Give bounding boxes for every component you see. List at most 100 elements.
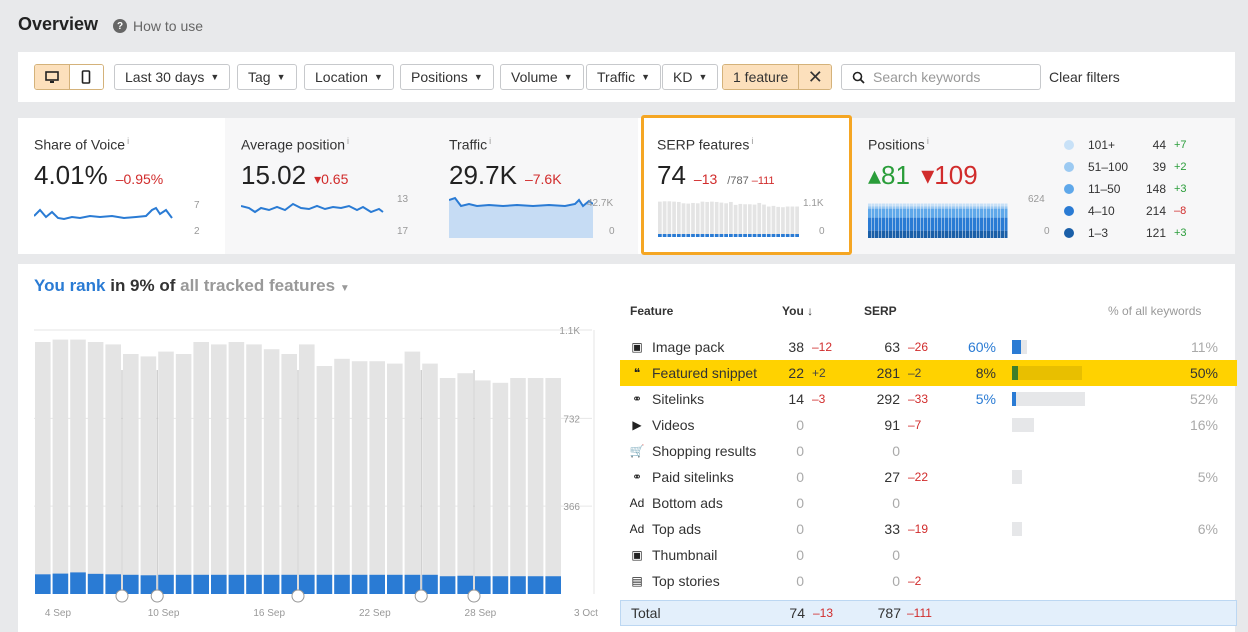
serp-total-bar[interactable] <box>334 358 350 594</box>
feature-filter-button[interactable]: 1 feature <box>723 65 800 89</box>
you-rank-bar[interactable] <box>211 574 227 594</box>
serp-total-bar[interactable] <box>193 342 209 594</box>
serp-total-bar[interactable] <box>246 344 262 594</box>
you-rank-bar[interactable] <box>422 574 438 594</box>
serp-total-bar[interactable] <box>316 366 333 594</box>
annotation-gear-icon[interactable] <box>467 589 481 603</box>
positions-legend-item[interactable]: 4–10 214 –8 <box>1064 204 1186 218</box>
serp-total-bar[interactable] <box>527 378 544 594</box>
serp-total-bar[interactable] <box>263 349 280 594</box>
you-rank-bar[interactable] <box>527 576 544 594</box>
serp-total-bar[interactable] <box>404 351 421 594</box>
positions-legend-item[interactable]: 101+ 44 +7 <box>1064 138 1187 152</box>
location-dropdown[interactable]: Location ▼ <box>304 64 394 90</box>
you-rank-bar[interactable] <box>281 574 297 594</box>
mobile-button[interactable] <box>68 65 103 89</box>
serp-total-bar[interactable] <box>123 354 139 594</box>
serp-total-bar[interactable] <box>175 354 192 594</box>
serp-total-bar[interactable] <box>545 378 561 594</box>
serp-total-bar[interactable] <box>510 378 526 594</box>
you-rank-bar[interactable] <box>387 574 403 594</box>
you-rank-bar[interactable] <box>123 574 139 594</box>
pct-column-header[interactable]: % of all keywords <box>1108 304 1202 318</box>
date-range-dropdown[interactable]: Last 30 days ▼ <box>114 64 231 90</box>
table-row[interactable]: ⚭ Sitelinks 14 –3 292 –33 5% 52% <box>620 386 1237 412</box>
table-row[interactable]: Ad Top ads 0 33 –19 6% <box>620 516 1237 542</box>
scope-dropdown[interactable]: all tracked features ▼ <box>180 276 350 295</box>
average-position-card[interactable]: Average position i 15.02 ▾0.65 13 17 <box>225 118 433 254</box>
you-rank-bar[interactable] <box>404 574 421 594</box>
positions-card[interactable]: Positions i ▴81 ▾109 624 0 <box>852 118 1235 254</box>
you-rank-bar[interactable] <box>105 574 121 594</box>
serp-total-bar[interactable] <box>105 344 121 594</box>
table-row[interactable]: 🛒 Shopping results 0 0 <box>620 438 1237 464</box>
you-rank-bar[interactable] <box>140 575 157 594</box>
traffic-dropdown[interactable]: Traffic ▼ <box>586 64 662 90</box>
kd-dropdown[interactable]: KD ▼ <box>662 64 719 90</box>
you-rank-bar[interactable] <box>316 574 333 594</box>
you-rank-bar[interactable] <box>70 572 86 594</box>
feature-column-header[interactable]: Feature <box>630 304 674 318</box>
you-rank-bar[interactable] <box>299 574 315 594</box>
tag-dropdown[interactable]: Tag ▼ <box>237 64 297 90</box>
table-row[interactable]: ▣ Image pack 38 –12 63 –26 60% 11% <box>620 334 1237 360</box>
traffic-card[interactable]: Traffic i 29.7K –7.6K 42.7K 0 <box>433 118 638 254</box>
you-rank-bar[interactable] <box>492 576 509 594</box>
serp-total-bar[interactable] <box>422 363 438 594</box>
you-rank-bar[interactable] <box>263 574 280 594</box>
serp-total-bar[interactable] <box>475 380 491 594</box>
you-rank-bar[interactable] <box>246 574 262 594</box>
table-row[interactable]: ▤ Top stories 0 0 –2 <box>620 568 1237 594</box>
volume-dropdown[interactable]: Volume ▼ <box>500 64 584 90</box>
annotation-gear-icon[interactable] <box>150 589 164 603</box>
close-icon[interactable]: ✕ <box>799 65 832 89</box>
you-rank-bar[interactable] <box>334 574 350 594</box>
serp-total-bar[interactable] <box>211 344 227 594</box>
share-of-voice-card[interactable]: Share of Voice i 4.01% –0.95% 7 2 <box>18 118 225 254</box>
you-rank-bar[interactable] <box>52 573 69 594</box>
serp-total-bar[interactable] <box>439 378 456 594</box>
you-rank-bar[interactable] <box>545 576 561 594</box>
serp-features-card[interactable]: SERP features i 74 –13/787 –111 1.1K 0 <box>641 118 852 254</box>
table-row[interactable]: ▣ Thumbnail 0 0 <box>620 542 1237 568</box>
serp-column-header[interactable]: SERP <box>864 304 897 318</box>
you-rank-bar[interactable] <box>439 576 456 594</box>
you-rank-bar[interactable] <box>369 574 385 594</box>
you-column-header[interactable]: You ↓ <box>782 304 814 318</box>
serp-total-bar[interactable] <box>281 354 297 594</box>
serp-total-bar[interactable] <box>52 339 69 594</box>
annotation-gear-icon[interactable] <box>414 589 428 603</box>
serp-total-bar[interactable] <box>87 342 104 594</box>
search-input[interactable] <box>873 69 1033 85</box>
serp-total-bar[interactable] <box>35 342 51 594</box>
serp-total-bar[interactable] <box>158 351 174 594</box>
positions-dropdown[interactable]: Positions ▼ <box>400 64 494 90</box>
you-rank-bar[interactable] <box>87 573 104 594</box>
positions-legend-item[interactable]: 51–100 39 +2 <box>1064 160 1187 174</box>
you-rank-bar[interactable] <box>193 574 209 594</box>
you-rank-link[interactable]: You rank <box>34 276 106 295</box>
clear-filters-link[interactable]: Clear filters <box>1049 69 1120 85</box>
positions-legend-item[interactable]: 11–50 148 +3 <box>1064 182 1187 196</box>
you-rank-bar[interactable] <box>35 574 51 594</box>
annotation-gear-icon[interactable] <box>291 589 305 603</box>
serp-total-bar[interactable] <box>457 373 473 594</box>
table-row[interactable]: ⚭ Paid sitelinks 0 27 –22 5% <box>620 464 1237 490</box>
serp-total-bar[interactable] <box>140 356 157 594</box>
serp-total-bar[interactable] <box>70 339 86 594</box>
annotation-gear-icon[interactable] <box>115 589 129 603</box>
table-row[interactable]: ▶ Videos 0 91 –7 16% <box>620 412 1237 438</box>
you-rank-bar[interactable] <box>351 574 368 594</box>
desktop-button[interactable] <box>35 65 69 89</box>
positions-legend-item[interactable]: 1–3 121 +3 <box>1064 226 1187 240</box>
you-rank-bar[interactable] <box>457 575 473 594</box>
table-row[interactable]: Ad Bottom ads 0 0 <box>620 490 1237 516</box>
serp-total-bar[interactable] <box>351 361 368 594</box>
you-rank-bar[interactable] <box>158 574 174 594</box>
table-row[interactable]: ❝ Featured snippet 22 +2 281 –2 8% 50% <box>620 360 1237 386</box>
serp-total-bar[interactable] <box>299 344 315 594</box>
serp-total-bar[interactable] <box>369 361 385 594</box>
you-rank-bar[interactable] <box>475 576 491 594</box>
how-to-use-link[interactable]: ? How to use <box>113 18 203 34</box>
serp-total-bar[interactable] <box>387 363 403 594</box>
